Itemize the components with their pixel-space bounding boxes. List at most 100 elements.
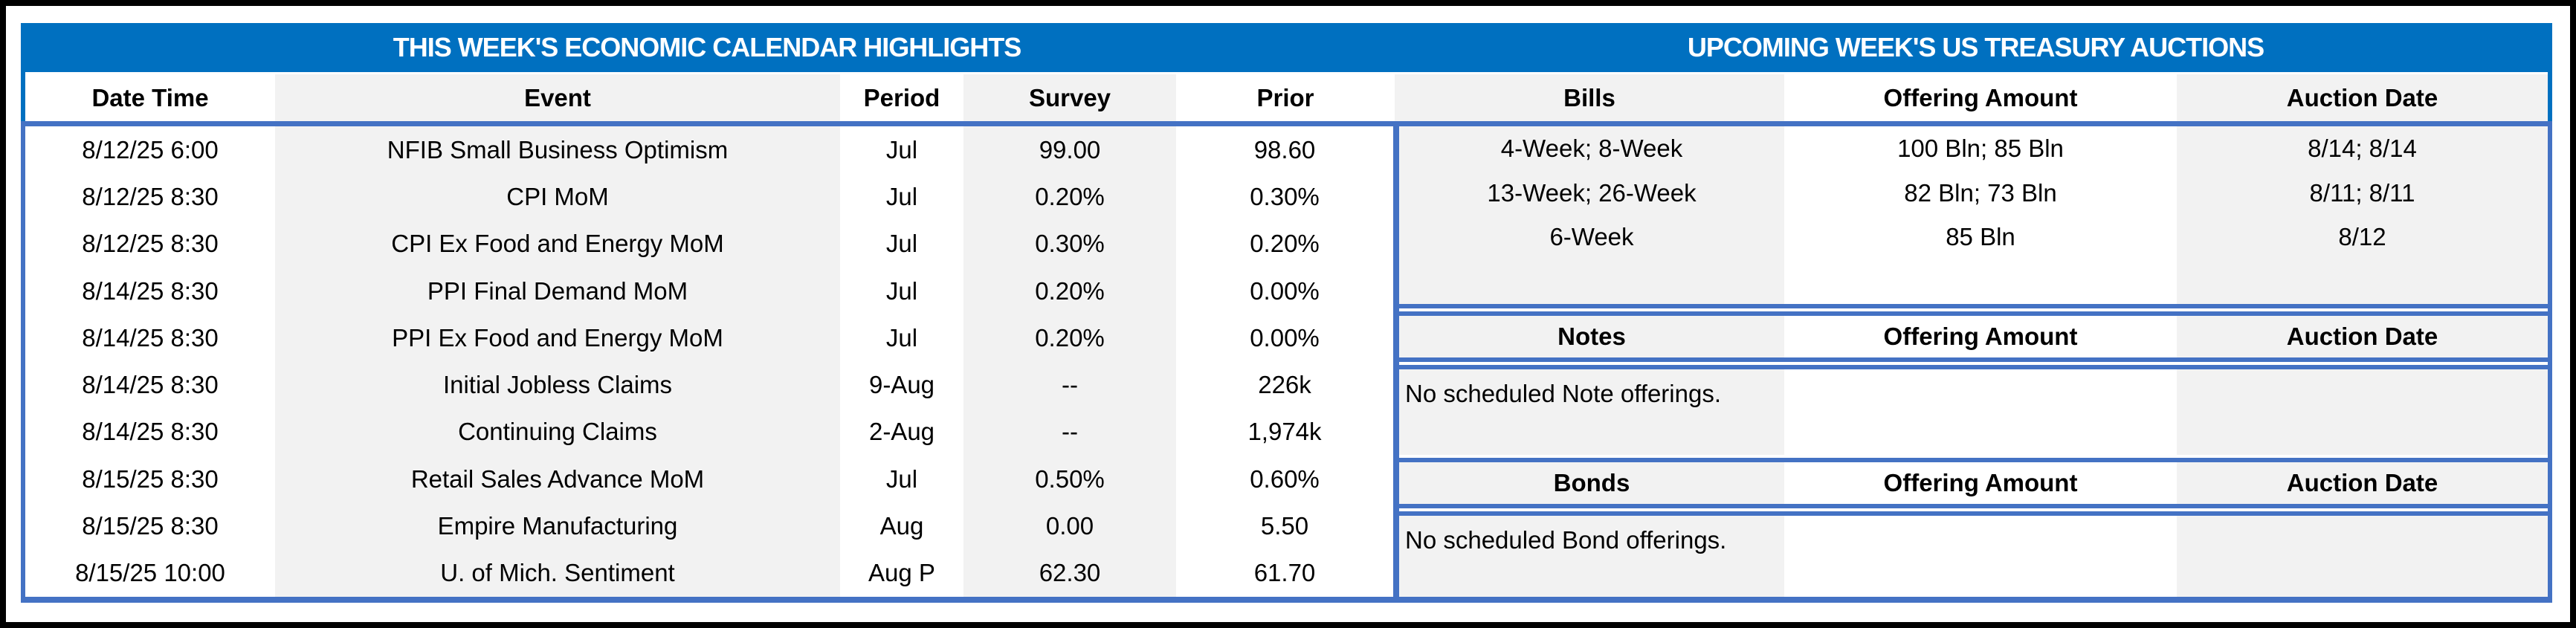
date-time-cell: 8/15/25 8:30 <box>25 502 275 550</box>
bills-row: 4-Week; 8-Week 100 Bln; 85 Bln 8/14; 8/1… <box>1399 126 2548 171</box>
event-cell: U. of Mich. Sentiment <box>275 549 840 597</box>
auctions-section-title: UPCOMING WEEK'S US TREASURY AUCTIONS <box>1687 32 2265 62</box>
date-time-cell: 8/14/25 8:30 <box>25 361 275 409</box>
period-cell: Jul <box>840 456 963 503</box>
prior-cell: 1,974k <box>1176 408 1393 456</box>
calendar-row: 8/15/25 10:00 U. of Mich. Sentiment Aug … <box>25 549 1393 597</box>
event-cell: CPI Ex Food and Energy MoM <box>275 220 840 268</box>
header-event: Event <box>275 74 840 121</box>
economic-calendar-body: 8/12/25 6:00 NFIB Small Business Optimis… <box>25 126 1393 597</box>
period-cell: Jul <box>840 314 963 362</box>
bills-row: 6-Week 85 Bln 8/12 <box>1399 215 2548 260</box>
survey-cell: -- <box>963 361 1176 409</box>
date-time-cell: 8/12/25 8:30 <box>25 173 275 221</box>
title-band: THIS WEEK'S ECONOMIC CALENDAR HIGHLIGHTS… <box>21 23 2552 72</box>
bonds-auction-box: No scheduled Bond offerings. <box>1399 511 2548 597</box>
right-edge-strip <box>2548 72 2552 121</box>
bills-auction-box: 4-Week; 8-Week 100 Bln; 85 Bln 8/14; 8/1… <box>1399 126 2548 308</box>
event-cell: PPI Ex Food and Energy MoM <box>275 314 840 362</box>
survey-cell: 0.50% <box>963 456 1176 503</box>
notes-message-cell: No scheduled Note offerings. <box>1399 369 1784 455</box>
prior-cell: 5.50 <box>1176 502 1393 550</box>
bills-row: 13-Week; 26-Week 82 Bln; 73 Bln 8/11; 8/… <box>1399 170 2548 216</box>
bill-date-cell <box>2177 259 2548 304</box>
bill-amount-cell <box>1784 259 2177 304</box>
header-auction-date: Auction Date <box>2177 74 2548 121</box>
bill-security-cell: 13-Week; 26-Week <box>1399 170 1784 216</box>
prior-cell: 0.30% <box>1176 173 1393 221</box>
prior-cell: 0.00% <box>1176 267 1393 315</box>
header-divider-line <box>21 121 2552 126</box>
bill-security-cell: 6-Week <box>1399 215 1784 260</box>
prior-cell: 61.70 <box>1176 549 1393 597</box>
notes-date-cell <box>2177 369 2548 455</box>
calendar-row: 8/14/25 8:30 PPI Final Demand MoM Jul 0.… <box>25 267 1393 315</box>
notes-amount-cell <box>1784 369 2177 455</box>
header-bills: Bills <box>1395 74 1784 121</box>
bonds-date-cell <box>2177 516 2548 597</box>
survey-cell: 62.30 <box>963 549 1176 597</box>
event-cell: NFIB Small Business Optimism <box>275 126 840 174</box>
notes-auction-box: No scheduled Note offerings. <box>1399 365 2548 455</box>
bill-security-cell: 4-Week; 8-Week <box>1399 126 1784 171</box>
period-cell: Aug <box>840 502 963 550</box>
prior-cell: 98.60 <box>1176 126 1393 174</box>
header-date-time: Date Time <box>25 74 275 121</box>
header-auction-date: Auction Date <box>2177 316 2548 357</box>
header-period: Period <box>840 74 963 121</box>
header-offering-amount: Offering Amount <box>1784 316 2177 357</box>
date-time-cell: 8/15/25 10:00 <box>25 549 275 597</box>
bill-amount-cell: 100 Bln; 85 Bln <box>1784 126 2177 171</box>
header-prior: Prior <box>1176 74 1395 121</box>
bonds-header-row: Bonds Offering Amount Auction Date <box>1399 458 2548 508</box>
period-cell: Jul <box>840 173 963 221</box>
survey-cell: 0.30% <box>963 220 1176 268</box>
calendar-row: 8/15/25 8:30 Retail Sales Advance MoM Ju… <box>25 456 1393 503</box>
notes-header-row: Notes Offering Amount Auction Date <box>1399 311 2548 362</box>
date-time-cell: 8/12/25 8:30 <box>25 220 275 268</box>
section-divider <box>1393 126 1399 597</box>
survey-cell: -- <box>963 408 1176 456</box>
calendar-row: 8/12/25 8:30 CPI MoM Jul 0.20% 0.30% <box>25 173 1393 221</box>
date-time-cell: 8/14/25 8:30 <box>25 314 275 362</box>
header-bonds: Bonds <box>1399 462 1784 504</box>
prior-cell: 0.20% <box>1176 220 1393 268</box>
event-cell: CPI MoM <box>275 173 840 221</box>
event-cell: PPI Final Demand MoM <box>275 267 840 315</box>
survey-cell: 0.20% <box>963 173 1176 221</box>
calendar-row: 8/12/25 8:30 CPI Ex Food and Energy MoM … <box>25 220 1393 268</box>
bill-date-cell: 8/12 <box>2177 215 2548 260</box>
left-edge-strip <box>21 72 25 121</box>
header-auction-date: Auction Date <box>2177 462 2548 504</box>
survey-cell: 99.00 <box>963 126 1176 174</box>
table-bottom-border <box>21 597 2552 603</box>
header-offering-amount: Offering Amount <box>1784 462 2177 504</box>
calendar-row: 8/12/25 6:00 NFIB Small Business Optimis… <box>25 126 1393 174</box>
bill-date-cell: 8/14; 8/14 <box>2177 126 2548 171</box>
bill-date-cell: 8/11; 8/11 <box>2177 170 2548 216</box>
event-cell: Empire Manufacturing <box>275 502 840 550</box>
date-time-cell: 8/12/25 6:00 <box>25 126 275 174</box>
calendar-row: 8/15/25 8:30 Empire Manufacturing Aug 0.… <box>25 502 1393 550</box>
table-right-border <box>2548 126 2552 597</box>
survey-cell: 0.00 <box>963 502 1176 550</box>
prior-cell: 226k <box>1176 361 1393 409</box>
bill-amount-cell: 82 Bln; 73 Bln <box>1784 170 2177 216</box>
weekly-report-table: THIS WEEK'S ECONOMIC CALENDAR HIGHLIGHTS… <box>21 23 2552 603</box>
date-time-cell: 8/15/25 8:30 <box>25 456 275 503</box>
column-header-row: Date Time Event Period Survey Prior Bill… <box>25 74 2548 121</box>
date-time-cell: 8/14/25 8:30 <box>25 267 275 315</box>
bonds-message: No scheduled Bond offerings. <box>1405 526 1727 554</box>
calendar-section-title: THIS WEEK'S ECONOMIC CALENDAR HIGHLIGHTS <box>393 32 1022 62</box>
period-cell: 9-Aug <box>840 361 963 409</box>
event-cell: Continuing Claims <box>275 408 840 456</box>
calendar-row: 8/14/25 8:30 Initial Jobless Claims 9-Au… <box>25 361 1393 409</box>
header-notes: Notes <box>1399 316 1784 357</box>
period-cell: 2-Aug <box>840 408 963 456</box>
bills-empty-row <box>1399 259 2548 304</box>
bill-security-cell <box>1399 259 1784 304</box>
notes-message: No scheduled Note offerings. <box>1405 380 1721 407</box>
header-survey: Survey <box>963 74 1176 121</box>
period-cell: Jul <box>840 126 963 174</box>
calendar-row: 8/14/25 8:30 PPI Ex Food and Energy MoM … <box>25 314 1393 362</box>
